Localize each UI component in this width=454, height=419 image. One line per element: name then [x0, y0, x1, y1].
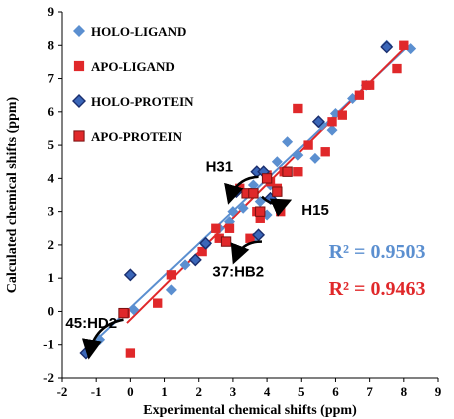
point-apo-protein: [272, 186, 283, 197]
point-apo-ligand: [245, 233, 255, 243]
x-tick-label: -2: [57, 384, 68, 399]
axes: -2 -1 0 1 2 3 4 5 6 7 8 9 -2 -1 0 1 2 3 4 5 6 7 8 9: [43, 4, 442, 399]
point-apo-ligand: [399, 40, 409, 50]
legend-marker: [72, 94, 86, 108]
point-apo-ligand: [197, 246, 207, 257]
point-holo-ligand: [309, 152, 321, 164]
x-tick-label: 7: [366, 384, 373, 399]
x-tick-label: 6: [332, 384, 339, 399]
point-apo-protein: [220, 236, 232, 247]
point-apo-ligand: [293, 103, 303, 114]
x-tick-label: 9: [435, 384, 442, 399]
y-tick-label: 4: [48, 170, 55, 185]
point-apo-protein: [255, 206, 266, 217]
point-apo-protein: [118, 307, 129, 319]
annotation-label: 37:HB2: [212, 264, 264, 281]
point-apo-ligand: [303, 140, 313, 150]
r-squared-label: R² = 0.9503: [329, 241, 426, 263]
point-apo-ligand: [364, 80, 375, 90]
point-holo-ligand: [179, 259, 191, 271]
point-holo-protein: [380, 40, 394, 54]
legend: HOLO-LIGAND APO-LIGAND HOLO-PROTEIN APO-PRO…: [72, 24, 194, 144]
point-holo-ligand: [237, 202, 249, 214]
legend-label: APO-LIGAND: [91, 59, 175, 74]
x-tick-label: 0: [127, 384, 134, 399]
point-holo-protein: [199, 236, 213, 250]
point-holo-ligand: [247, 179, 259, 191]
annotation-arrow: [261, 195, 293, 217]
point-apo-ligand: [255, 213, 265, 223]
x-tick-label: -1: [91, 384, 102, 399]
point-apo-ligand: [214, 233, 224, 243]
legend-label: APO-PROTEIN: [91, 129, 183, 144]
point-apo-ligand: [392, 63, 402, 74]
y-tick-label: 9: [48, 4, 55, 19]
point-apo-ligand: [293, 167, 303, 177]
point-apo-ligand: [354, 90, 365, 100]
point-holo-ligand: [292, 149, 304, 161]
point-holo-ligand: [227, 206, 239, 218]
y-tick-label: 0: [48, 303, 55, 318]
y-tick-label: -1: [43, 337, 54, 352]
point-holo-ligand: [165, 284, 177, 296]
point-holo-ligand: [271, 156, 283, 168]
point-holo-ligand: [282, 136, 294, 148]
point-apo-ligand: [153, 298, 163, 308]
point-apo-ligand: [320, 147, 330, 157]
annotation-arrow: [224, 175, 259, 205]
annotation-arrow: [230, 240, 262, 265]
legend-marker: [73, 60, 85, 72]
point-holo-protein: [311, 115, 325, 129]
point-apo-protein: [261, 173, 273, 184]
x-tick-label: 5: [298, 384, 305, 399]
point-apo-ligand: [337, 110, 347, 120]
point-holo-ligand: [326, 124, 338, 136]
point-apo-ligand: [166, 270, 177, 280]
point-holo-protein: [188, 253, 202, 267]
y-tick-label: 8: [48, 37, 55, 52]
y-tick-label: 1: [48, 270, 55, 285]
x-tick-label: 8: [401, 384, 408, 399]
annotation-label: H31: [206, 159, 234, 176]
y-tick-label: 3: [48, 204, 55, 219]
point-apo-protein: [282, 166, 293, 177]
data-points: [79, 39, 417, 360]
x-tick-label: 3: [230, 384, 237, 399]
point-apo-ligand: [224, 223, 235, 233]
y-tick-label: 7: [48, 71, 55, 86]
y-tick-label: -2: [43, 370, 54, 385]
point-holo-protein: [123, 268, 137, 282]
x-tick-label: 1: [161, 384, 168, 399]
legend-marker: [73, 25, 85, 37]
point-apo-ligand: [276, 206, 286, 217]
y-tick-label: 5: [48, 137, 55, 152]
y-tick-label: 2: [48, 237, 55, 252]
point-holo-ligand: [128, 304, 140, 316]
r-squared-label: R² = 0.9463: [329, 278, 426, 300]
annotation-arrow: [81, 318, 124, 360]
point-apo-ligand: [327, 117, 337, 127]
point-apo-ligand: [125, 348, 136, 358]
x-tick-label: 4: [264, 384, 271, 399]
legend-marker: [73, 130, 85, 142]
annotation-label: H15: [301, 202, 329, 219]
point-apo-protein: [248, 188, 259, 199]
x-axis-label: Experimental chemical shifts (ppm): [143, 403, 357, 418]
legend-label: HOLO-LIGAND: [91, 24, 186, 39]
y-axis-label: Calculated chemical shifts (ppm): [5, 96, 20, 293]
point-apo-ligand: [211, 223, 221, 233]
legend-label: HOLO-PROTEIN: [91, 94, 194, 109]
y-tick-label: 6: [48, 104, 55, 119]
x-tick-label: 2: [195, 384, 202, 399]
